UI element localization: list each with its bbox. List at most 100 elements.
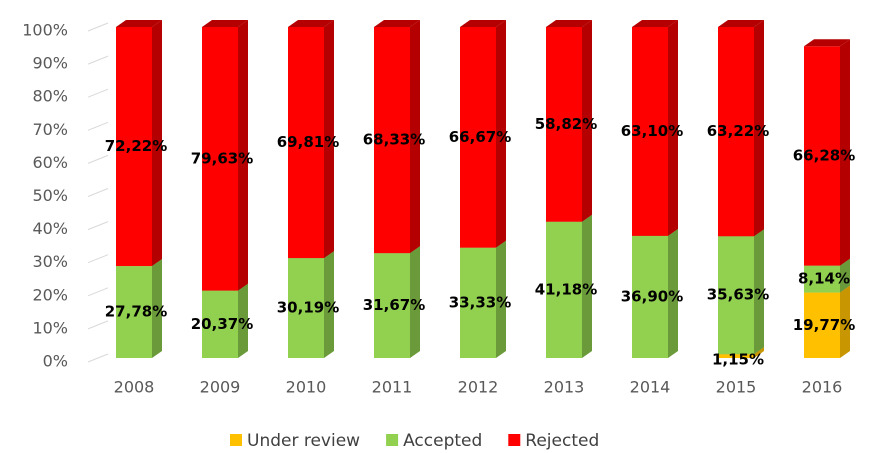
legend-label: Rejected [525, 431, 599, 451]
y-tick-label: 10% [32, 318, 68, 337]
bar-side [840, 39, 850, 266]
tick-mark [87, 353, 109, 363]
bar-side [582, 214, 592, 358]
tick-mark [87, 88, 109, 98]
bar-side [238, 20, 248, 291]
value-label: 33,33% [449, 293, 511, 311]
tick-mark [87, 320, 109, 330]
value-label: 72,22% [105, 137, 167, 155]
bar-side [582, 20, 592, 222]
bar-side [152, 20, 162, 267]
bar-top [374, 20, 420, 27]
bar-segment [116, 266, 152, 358]
bar-side [324, 251, 334, 358]
x-tick-label: 2016 [802, 378, 843, 397]
bar-segment [546, 221, 582, 358]
bar-segment [718, 236, 754, 355]
value-label: 1,15% [712, 351, 764, 369]
bar-segment [804, 265, 840, 293]
bar-segment [804, 292, 840, 358]
tick-mark [87, 221, 109, 231]
bar-segment [202, 27, 238, 291]
bar-segment [460, 247, 496, 358]
bar-segment [202, 290, 238, 358]
bar-segment [632, 27, 668, 236]
x-tick-label: 2015 [716, 378, 757, 397]
value-label: 36,90% [621, 287, 683, 305]
value-label: 68,33% [363, 131, 425, 149]
bar-side [668, 228, 678, 358]
legend-swatch [230, 434, 242, 446]
legend-label: Accepted [403, 431, 482, 451]
bar-segment [116, 27, 152, 267]
bar-segment [804, 46, 840, 266]
bar-top [804, 39, 850, 47]
bar-segment [374, 253, 410, 358]
y-tick-label: 40% [32, 219, 68, 238]
value-label: 69,81% [277, 133, 339, 151]
y-tick-label: 80% [32, 87, 68, 106]
value-label: 63,22% [707, 122, 769, 140]
bar-side [238, 283, 248, 358]
tick-mark [87, 254, 109, 264]
bar-segment [288, 27, 324, 259]
bar-top [546, 20, 592, 27]
bar-side [496, 240, 506, 358]
bar-segment [718, 354, 754, 358]
bar-segment [288, 258, 324, 358]
legend-swatch [386, 434, 399, 446]
legend-label: Under review [247, 431, 360, 451]
bar-side [152, 259, 162, 358]
value-label: 19,77% [793, 316, 855, 334]
tick-mark [87, 22, 109, 32]
bar-top [288, 20, 334, 27]
bar-side [668, 20, 678, 236]
tick-mark [87, 154, 109, 164]
tick-mark [87, 188, 109, 197]
y-tick-label: 90% [32, 54, 68, 73]
bar-segment [460, 27, 496, 248]
bar-segment [632, 235, 668, 358]
bar-side [840, 285, 850, 358]
value-label: 30,19% [277, 299, 339, 317]
bar-side [840, 258, 850, 293]
y-tick-label: 70% [32, 120, 68, 139]
x-tick-label: 2012 [458, 378, 499, 397]
tick-mark [87, 287, 109, 297]
x-tick-label: 2008 [114, 378, 155, 397]
x-tick-label: 2009 [200, 378, 241, 397]
x-tick-label: 2010 [286, 378, 327, 397]
bar-side [754, 20, 764, 237]
value-label: 63,10% [621, 122, 683, 140]
x-tick-label: 2011 [372, 378, 413, 397]
value-label: 66,28% [793, 146, 855, 164]
bar-side [496, 20, 506, 248]
value-label: 35,63% [707, 286, 769, 304]
x-tick-label: 2013 [544, 378, 585, 397]
y-tick-label: 100% [22, 21, 68, 40]
bar-top [718, 20, 764, 27]
tick-mark [87, 121, 109, 131]
bar-segment [718, 27, 754, 237]
bar-side [410, 246, 420, 358]
y-tick-label: 30% [32, 252, 68, 271]
value-label: 66,67% [449, 128, 511, 146]
y-tick-label: 20% [32, 285, 68, 304]
value-label: 8,14% [798, 270, 850, 288]
bar-top [460, 20, 506, 27]
value-label: 31,67% [363, 296, 425, 314]
bar-top [632, 20, 678, 27]
x-tick-label: 2014 [630, 378, 671, 397]
legend-swatch [508, 434, 521, 446]
bar-side [754, 229, 764, 355]
bar-segment [374, 27, 410, 254]
value-label: 58,82% [535, 115, 597, 133]
value-label: 79,63% [191, 149, 253, 167]
bar-segment [546, 27, 582, 222]
bar-top [202, 20, 248, 27]
value-label: 41,18% [535, 280, 597, 298]
y-tick-label: 0% [43, 352, 68, 371]
y-tick-label: 50% [32, 186, 68, 205]
value-label: 20,37% [191, 315, 253, 333]
